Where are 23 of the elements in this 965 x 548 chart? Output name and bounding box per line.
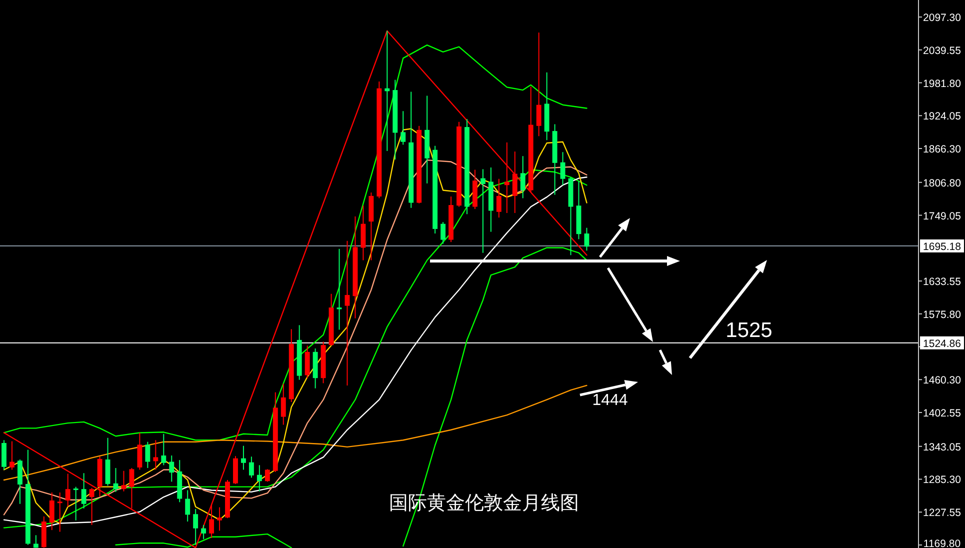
y-tick-label: 2039.55 [923, 44, 962, 57]
ref-line-label: 1524.86 [923, 338, 962, 350]
y-tick-label: 1633.55 [923, 276, 962, 288]
y-tick-label: 2097.30 [923, 12, 962, 24]
y-tick-label: 1285.30 [923, 474, 962, 486]
line-series [115, 533, 292, 548]
annotation: 1525 [726, 319, 772, 342]
line-series [3, 44, 588, 441]
y-tick-label: 1575.80 [923, 308, 962, 321]
y-tick-label: 1460.30 [923, 374, 962, 387]
y-tick-label: 1981.80 [923, 78, 962, 90]
y-tick-label: 1924.05 [923, 110, 962, 123]
y-tick-label: 1227.55 [923, 507, 962, 520]
y-tick-label: 1806.80 [923, 177, 962, 190]
y-tick-label: 1866.30 [923, 144, 962, 156]
y-tick-label: 1749.05 [923, 210, 962, 222]
annotation: 1444 [592, 392, 628, 409]
line-series [3, 30, 588, 548]
y-tick-label: 1169.80 [923, 538, 961, 548]
ref-line-label: 1695.18 [923, 240, 962, 253]
y-tick-label: 1343.05 [923, 441, 962, 454]
line-series [3, 384, 588, 481]
y-tick-label: 1402.55 [923, 407, 962, 420]
